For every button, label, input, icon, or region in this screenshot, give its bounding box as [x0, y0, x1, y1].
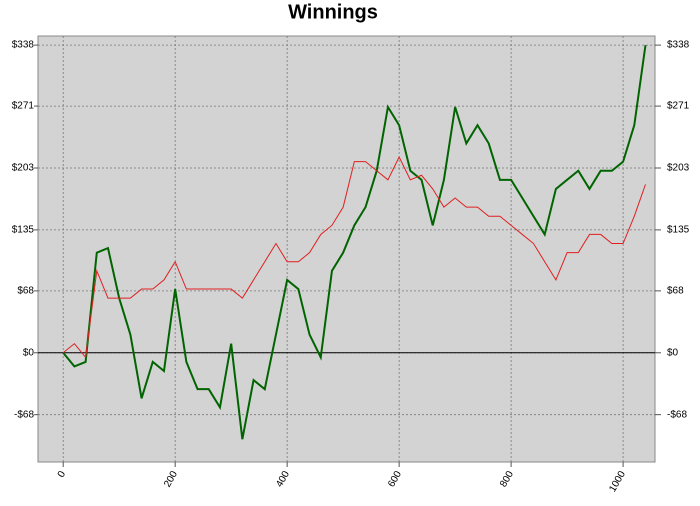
y2-tick-label: $203: [667, 163, 690, 174]
chart-title: Winnings: [288, 1, 378, 23]
plot-area: [37, 35, 656, 463]
y-tick-label: $338: [12, 40, 35, 51]
x-tick-label: 600: [386, 469, 404, 489]
x-tick-label: 200: [162, 469, 180, 489]
y-tick-label: $271: [12, 101, 35, 112]
y2-tick-label: $135: [667, 225, 690, 236]
y-tick-label: $135: [12, 225, 35, 236]
x-tick-label: 800: [498, 469, 516, 489]
x-tick-label: 1000: [607, 469, 628, 494]
x-tick-label: 400: [274, 469, 292, 489]
series-line: [62, 155, 646, 359]
y-tick-label: $68: [17, 286, 34, 297]
y2-tick-label: $271: [667, 101, 690, 112]
y2-tick-label: -$68: [667, 409, 687, 420]
series-line: [62, 44, 647, 440]
y-tick-label: -$68: [14, 409, 34, 420]
y2-tick-label: $68: [667, 286, 684, 297]
y-tick-label: $203: [12, 163, 35, 174]
y2-tick-label: $0: [667, 347, 679, 358]
y2-tick-label: $338: [667, 40, 690, 51]
y-tick-label: $0: [23, 347, 35, 358]
x-tick-label: 0: [56, 469, 69, 480]
